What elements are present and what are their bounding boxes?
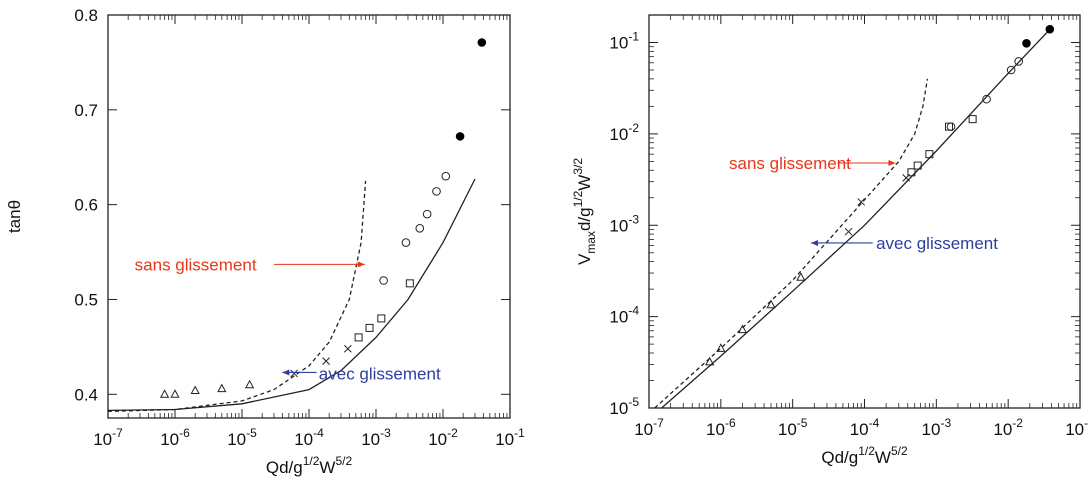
point-square [907, 168, 916, 177]
x-tick-label: 10-6 [706, 416, 736, 439]
point-circle-open [441, 171, 451, 181]
point-triangle [190, 385, 200, 395]
x-axis-label: Qd/g1/2W5/2 [821, 444, 908, 467]
point-triangle [796, 272, 806, 281]
plot-frame [107, 14, 511, 419]
annotation-arrowhead [282, 369, 290, 376]
point-square [968, 115, 977, 124]
y-tick-label: 0.7 [74, 101, 98, 120]
point-triangle [737, 324, 748, 334]
point-circle-open [415, 224, 425, 233]
point-square [354, 333, 363, 342]
x-tick-label: 10-5 [227, 426, 257, 449]
point-circle-open [432, 187, 441, 196]
point-circle-open [401, 238, 411, 247]
x-tick-label: 10-3 [922, 416, 952, 439]
curve-sans-glissement [108, 180, 367, 413]
point-square [913, 161, 922, 170]
point-triangle [766, 299, 776, 309]
x-tick-label: 10-1 [495, 426, 525, 449]
point-triangle [217, 383, 227, 393]
x-tick-label: 10-3 [361, 426, 391, 449]
x-tick-label: 10-2 [428, 426, 458, 449]
x-tick-label: 10-7 [634, 416, 664, 439]
y-tick-label: 10-2 [609, 121, 639, 144]
point-triangle [170, 389, 180, 398]
annotation-arrowhead [888, 160, 896, 167]
point-triangle [705, 356, 715, 366]
curve-sans-glissement [654, 78, 929, 408]
x-tick-label: 10-1 [1065, 416, 1089, 439]
point-square [377, 314, 386, 323]
point-circle-filled [1045, 24, 1055, 34]
curve-avec-glissement [661, 27, 1052, 408]
y-tick-label: 10-5 [609, 395, 639, 418]
x-axis-label: Qd/g1/2W5/2 [266, 454, 353, 477]
panel-2: 10-7 10-6 10-5 10-4 10-3 10-2 10-1 10-5 10-4 10-3… [571, 14, 1089, 467]
x-tick-label: 10-7 [93, 426, 123, 449]
point-circle-open [982, 94, 991, 104]
point-square [405, 279, 414, 288]
point-cross [343, 344, 352, 353]
x-tick-label: 10-2 [993, 416, 1023, 439]
point-circle-filled [477, 38, 487, 47]
point-triangle [716, 343, 726, 352]
annotation-arrowhead [357, 261, 365, 268]
annotation-sans-glissement: sans glissement [135, 255, 257, 274]
point-circle-open [1006, 65, 1016, 75]
y-tick-label: 10-1 [609, 30, 639, 53]
annotation-avec-glissement: avec glissement [876, 234, 998, 253]
y-tick-label: 0.8 [74, 6, 98, 25]
x-tick-label: 10-4 [294, 426, 324, 449]
point-circle-filled [455, 132, 465, 141]
point-circle-open [379, 276, 388, 285]
point-triangle [159, 389, 170, 398]
annotation-avec-glissement: avec glissement [319, 364, 441, 383]
curve-avec-glissement [108, 178, 476, 412]
point-circle-open [946, 122, 956, 131]
plot-frame [648, 14, 1081, 409]
x-tick-label: 10-6 [160, 426, 190, 449]
point-square [944, 122, 953, 131]
point-circle-open [422, 209, 432, 219]
point-cross [857, 198, 866, 206]
point-circle-filled [1022, 39, 1031, 48]
y-tick-label: 10-3 [609, 212, 639, 235]
panel-1: 10-7 10-6 10-5 10-4 10-3 10-2 10-1 0.4 0.5 0.6 0.7… [5, 6, 525, 477]
y-axis-label: Vmaxd/g1/2W3/2 [571, 158, 598, 265]
y-tick-label: 0.6 [74, 196, 98, 215]
annotation-sans-glissement: sans glissement [729, 154, 851, 173]
y-axis-label: tanθ [5, 200, 24, 233]
x-tick-label: 10-5 [778, 416, 808, 439]
point-cross [844, 227, 853, 236]
point-cross [322, 357, 330, 365]
point-square [365, 323, 374, 332]
point-square [925, 150, 934, 159]
y-tick-label: 10-4 [609, 304, 639, 327]
annotation-arrowhead [811, 239, 819, 246]
point-triangle [244, 379, 255, 389]
x-tick-label: 10-4 [850, 416, 880, 439]
point-circle-open [1014, 57, 1023, 66]
y-tick-label: 0.4 [74, 385, 98, 404]
point-cross [290, 369, 298, 378]
y-tick-label: 0.5 [74, 290, 98, 309]
